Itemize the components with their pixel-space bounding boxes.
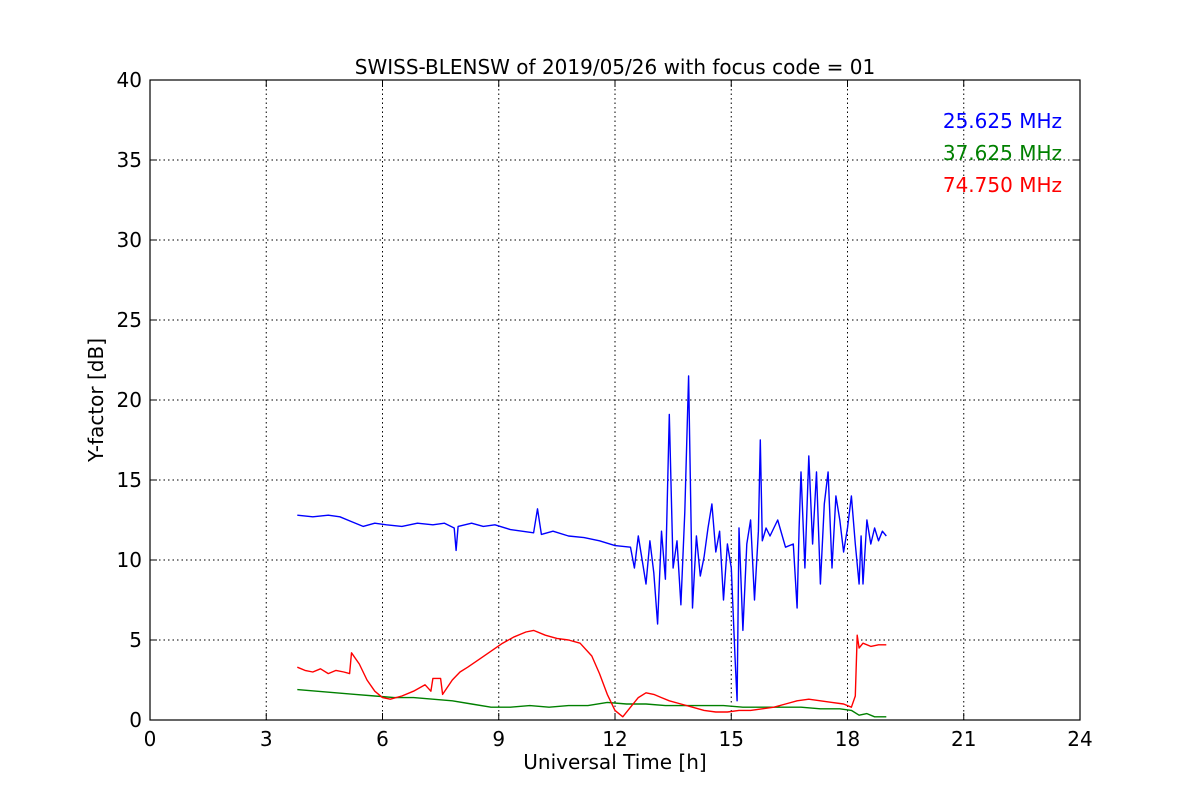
y-tick-label: 15 [117, 468, 142, 492]
y-tick-label: 0 [129, 708, 142, 732]
x-tick-label: 24 [1067, 727, 1092, 751]
y-tick-label: 40 [117, 68, 142, 92]
x-tick-label: 9 [492, 727, 505, 751]
legend-entry-3: 74.750 MHz [943, 173, 1062, 197]
y-tick-label: 30 [117, 228, 142, 252]
series-layer [297, 375, 887, 718]
y-tick-label: 5 [129, 628, 142, 652]
x-axis-title: Universal Time [h] [523, 750, 706, 774]
x-tick-label: 0 [144, 727, 157, 751]
legend-entry-1: 25.625 MHz [943, 109, 1062, 133]
axis-ticks: 0 3 6 9 12 15 18 21 24 0 5 10 15 20 25 30 35 40 [117, 68, 1093, 751]
x-tick-label: 21 [951, 727, 976, 751]
series-line-2 [297, 688, 887, 718]
y-tick-label: 20 [117, 388, 142, 412]
chart-title: SWISS-BLENSW of 2019/05/26 with focus co… [355, 55, 876, 79]
legend: 25.625 MHz 37.625 MHz 74.750 MHz [943, 109, 1062, 197]
y-tick-label: 25 [117, 308, 142, 332]
x-tick-label: 18 [835, 727, 860, 751]
y-tick-label: 10 [117, 548, 142, 572]
x-tick-label: 3 [260, 727, 273, 751]
legend-entry-2: 37.625 MHz [943, 141, 1062, 165]
grid [150, 80, 1080, 720]
y-tick-label: 35 [117, 148, 142, 172]
series-line-3 [297, 629, 887, 718]
series-line-1 [297, 375, 887, 702]
y-axis-title: Y-factor [dB] [84, 338, 108, 463]
x-tick-label: 15 [719, 727, 744, 751]
x-tick-label: 6 [376, 727, 389, 751]
x-tick-label: 12 [602, 727, 627, 751]
